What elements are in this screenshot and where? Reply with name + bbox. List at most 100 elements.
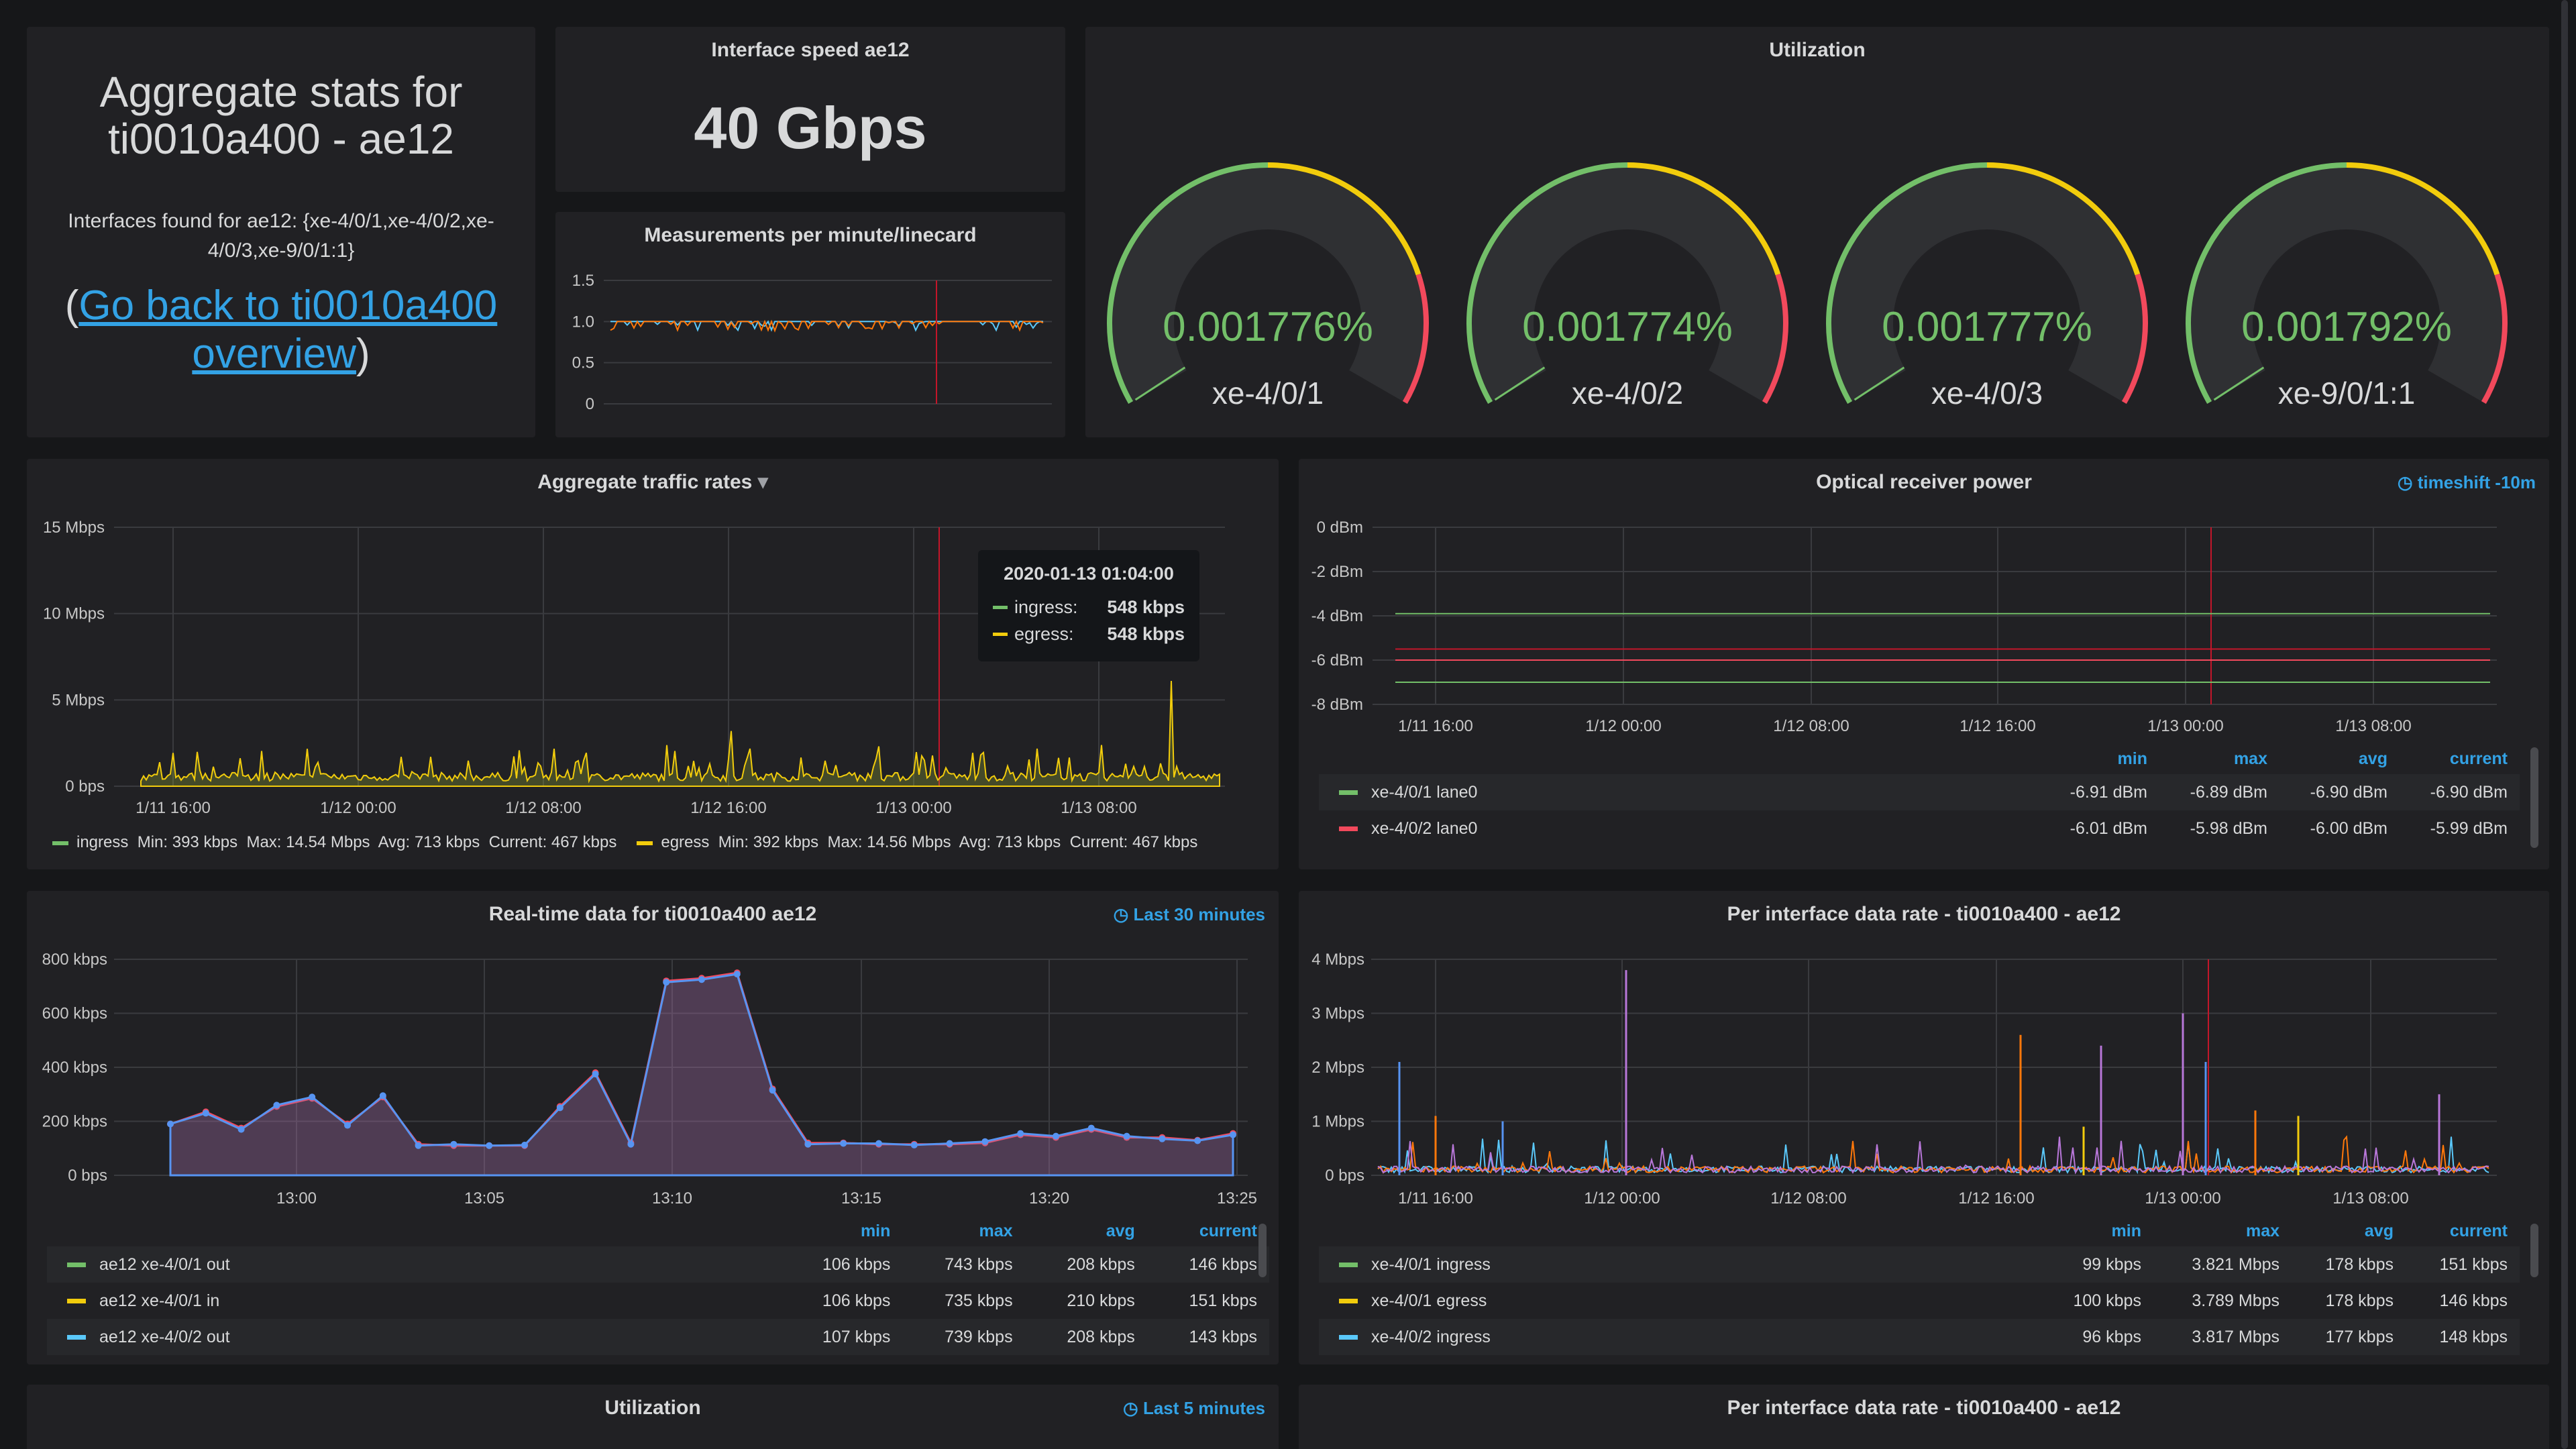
x-tick-label: 13:25 [1217,1189,1257,1208]
y-tick-label: 1 Mbps [1311,1113,1364,1131]
legend-value: 99 kbps [2039,1246,2153,1283]
gauge: 0.001774% xe-4/0/2 [1466,162,1788,411]
legend-series-name: egress [661,833,710,851]
per-interface-chart[interactable]: 4 Mbps 3 Mbps 2 Mbps 1 Mbps 0 bps 1/11 16:00 1… [1299,891,2549,1364]
realtime-panel: Real-time data for ti0010a400 ae12 ◷ Las… [27,891,1279,1364]
legend-swatch [1339,1299,1358,1304]
legend-series-name: xe-4/0/1 egress [1371,1291,1487,1310]
panel-title: Per interface data rate - ti0010a400 - a… [1727,1397,2121,1419]
gauge-value-arc [1134,366,1186,401]
back-to-overview-link[interactable]: Go back to ti0010a400 overview [78,282,498,377]
y-tick-label: 5 Mbps [52,691,105,709]
back-link-line: (Go back to ti0010a400 overview) [64,282,498,377]
legend-col-min[interactable]: min [860,1221,891,1240]
legend-col-min[interactable]: min [2111,1221,2141,1240]
data-point [1159,1135,1166,1142]
data-point [1230,1131,1236,1138]
panel-title[interactable]: Aggregate traffic rates ▾ [537,471,768,493]
legend-row[interactable]: ae12 xe-4/0/2 out 107 kbps 739 kbps 208 kbp… [47,1319,1269,1355]
legend-col-max[interactable]: max [2245,1221,2280,1240]
legend-row[interactable]: xe-4/0/2 lane0 -6.01 dBm -5.98 dBm -6.00 dB… [1319,810,2520,847]
time-range-badge[interactable]: ◷ Last 5 minutes [1123,1398,1265,1418]
legend-col-min[interactable]: min [2117,749,2147,768]
legend-series-stats: Min: 393 kbps Max: 14.54 Mbps Avg: 713 k… [137,833,617,851]
aggregate-chart[interactable]: 15 Mbps 10 Mbps 5 Mbps 0 bps 1/11 16:00 1/12 … [27,459,1279,869]
tooltip-rows: ingress: 548 kbps egress: 548 kbps [993,594,1185,647]
legend-col-max[interactable]: max [979,1221,1013,1240]
x-tick-label: 1/13 08:00 [1061,799,1136,817]
legend-col-avg[interactable]: avg [2358,749,2387,768]
legend-row[interactable]: xe-4/0/1 ingress 99 kbps 3.821 Mbps 178 kbp… [1319,1246,2520,1283]
clock-icon: ◷ [1123,1398,1143,1418]
series-line-orange [610,319,1044,333]
legend-scrollbar[interactable] [2530,1224,2538,1277]
legend-col-current[interactable]: current [2449,749,2508,768]
legend-value: 178 kbps [2325,1291,2394,1310]
legend-item-ingress[interactable]: ingress Min: 393 kbps Max: 14.54 Mbps Av… [52,833,616,851]
legend-col-max[interactable]: max [2233,749,2267,768]
measurements-chart: 1.5 1.0 0.5 0 [572,272,1052,413]
legend-value: -6.91 dBm [2039,774,2159,810]
series-line [1377,1135,2489,1174]
series-area [141,681,1220,786]
y-tick-label: 2 Mbps [1311,1059,1364,1077]
x-tick-label: 1/12 00:00 [1585,717,1661,735]
gauge-threshold-yellow [1986,162,2141,276]
legend-series-stats: Min: 392 kbps Max: 14.56 Mbps Avg: 713 k… [718,833,1198,851]
legend-col-avg[interactable]: avg [2364,1221,2394,1240]
legend-series-name: ae12 xe-4/0/2 out [99,1327,230,1346]
legend-scrollbar[interactable] [2530,747,2538,848]
data-point [804,1140,812,1148]
time-range-badge[interactable]: ◷ Last 30 minutes [1113,904,1265,924]
legend-scrollbar[interactable] [1258,1224,1267,1277]
page-scrollbar[interactable] [2561,0,2568,1449]
legend-value: 178 kbps [2292,1246,2406,1283]
legend-row[interactable]: xe-4/0/1 egress 100 kbps 3.789 Mbps 178 kbp… [1319,1283,2520,1319]
tooltip-time: 2020-01-13 01:04:00 [1004,564,1174,584]
legend-series-name: ae12 xe-4/0/1 in [99,1291,220,1310]
legend-value: -6.90 dBm [2400,774,2520,810]
legend-header: min max avg current [1319,1216,2520,1246]
data-point [1087,1124,1095,1132]
legend-col-current[interactable]: current [2449,1221,2508,1240]
legend-value: 143 kbps [1146,1319,1269,1355]
legend-value: 208 kbps [1024,1246,1147,1283]
chevron-down-icon[interactable]: ▾ [757,471,768,493]
legend-col-avg[interactable]: avg [1106,1221,1135,1240]
legend-row[interactable]: xe-4/0/2 ingress 96 kbps 3.817 Mbps 177 kbp… [1319,1319,2520,1355]
utilization-panel-2: Utilization ◷ Last 5 minutes [27,1385,1279,1449]
realtime-chart[interactable]: 800 kbps 600 kbps 400 kbps 200 kbps 0 bps 13:… [27,891,1279,1364]
legend-value: 3.821 Mbps [2153,1246,2292,1283]
x-tick-label: 1/11 16:00 [1398,1189,1473,1208]
y-tick-label: 1.0 [572,313,594,331]
gauge-label: xe-9/0/1:1 [2278,376,2416,411]
legend-item-egress[interactable]: egress Min: 392 kbps Max: 14.56 Mbps Avg… [637,833,1197,851]
data-point [663,979,670,986]
gauge: 0.001777% xe-4/0/3 [1826,162,2148,411]
legend-value: 739 kbps [902,1319,1025,1355]
legend-value: 96 kbps [2039,1319,2153,1355]
legend-row[interactable]: ae12 xe-4/0/1 in 106 kbps 735 kbps 210 kbps… [47,1283,1269,1319]
data-point [556,1104,564,1112]
legend-value: -5.99 dBm [2430,818,2508,838]
y-tick-label: 0.5 [572,354,594,372]
gauge-value-arc [1494,366,1546,401]
legend-col-current[interactable]: current [1199,1221,1257,1240]
optical-chart[interactable]: 0 dBm -2 dBm -4 dBm -6 dBm -8 dBm 1/11 16:00 1… [1299,459,2549,869]
gauge-value: 0.001774% [1522,304,1733,350]
tooltip-series-value: 548 kbps [1107,596,1185,617]
y-tick-label: -8 dBm [1311,696,1363,714]
legend-row[interactable]: ae12 xe-4/0/1 out 106 kbps 743 kbps 208 kbp… [47,1246,1269,1283]
x-tick-label: 13:05 [464,1189,504,1208]
grid [604,280,1052,405]
legend-row[interactable]: xe-4/0/1 lane0 -6.91 dBm -6.89 dBm -6.90 dB… [1319,774,2520,810]
x-tick-label: 13:10 [652,1189,692,1208]
legend-value: 210 kbps [1067,1291,1135,1310]
legend-series-name: xe-4/0/1 ingress [1371,1254,1491,1274]
legend-value: 146 kbps [2439,1291,2508,1310]
legend-header: min max avg current [1319,743,2520,774]
legend-value: 146 kbps [1146,1246,1269,1283]
data-point [910,1141,918,1148]
legend-table: min max avg current xe-4/0/1 ingress 99 kbps 3… [1319,1216,2520,1355]
interface-speed-panel: Interface speed ae12 40 Gbps [555,27,1065,192]
